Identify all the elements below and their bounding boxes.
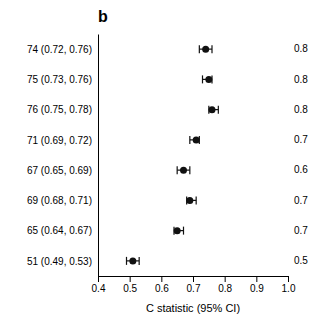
x-tick-mark [225, 276, 226, 282]
row [127, 257, 140, 265]
y-tick-label: 51 (0.49, 0.53) [27, 256, 92, 267]
error-cap-low [189, 136, 190, 144]
error-cap-low [199, 45, 200, 53]
x-tick: 0.8 [218, 276, 232, 294]
x-axis-line [99, 277, 289, 283]
row [186, 196, 196, 204]
row [174, 227, 184, 235]
error-cap-high [196, 196, 197, 204]
y-tick: 71 (0.69, 0.72) [27, 135, 98, 146]
right-label: 0.6 [294, 164, 308, 175]
title: b [98, 8, 108, 25]
y-tick-label: 67 (0.65, 0.69) [27, 165, 92, 176]
x-tick: 0.6 [155, 276, 169, 294]
right-label: 0.8 [294, 43, 308, 54]
x-axis-title: C statistic (95% CI) [146, 302, 240, 314]
y-tick-label: 71 (0.69, 0.72) [27, 135, 92, 146]
row [190, 136, 200, 144]
point [209, 106, 216, 113]
y-tick: 51 (0.49, 0.53) [27, 256, 98, 267]
y-tick-label: 65 (0.64, 0.67) [27, 225, 92, 236]
y-tick-label: 74 (0.72, 0.76) [27, 44, 92, 55]
error-cap-high [211, 45, 212, 53]
y-tick-label: 76 (0.75, 0.78) [27, 104, 92, 115]
x-tick-mark [98, 276, 99, 282]
y-axis-line [98, 35, 99, 277]
marks [127, 45, 219, 265]
x-tick: 0.4 [92, 276, 106, 294]
error-cap-high [189, 166, 190, 174]
x-tick-label: 0.6 [155, 283, 169, 294]
error-cap-low [202, 75, 203, 83]
point [186, 197, 193, 204]
error-cap-low [126, 257, 127, 265]
point [174, 227, 181, 234]
point [129, 257, 136, 264]
x-tick-label: 0.7 [187, 283, 201, 294]
point [180, 167, 187, 174]
right-label: 0.8 [294, 74, 308, 85]
y-tick: 67 (0.65, 0.69) [27, 165, 98, 176]
y-tick: 65 (0.64, 0.67) [27, 225, 98, 236]
x-tick-mark [193, 276, 194, 282]
right-label: 0.5 [294, 255, 308, 266]
y-tick-label: 69 (0.68, 0.71) [27, 195, 92, 206]
right-label: 0.7 [294, 134, 308, 145]
y-tick-label: 75 (0.73, 0.76) [27, 74, 92, 85]
right-label: 0.7 [294, 195, 308, 206]
x-tick-label: 0.9 [250, 283, 264, 294]
y-tick: 75 (0.73, 0.76) [27, 74, 98, 85]
x-tick-mark [161, 276, 162, 282]
row [203, 75, 213, 83]
y-tick: 76 (0.75, 0.78) [27, 104, 98, 115]
error-cap-low [177, 166, 178, 174]
x-tick-mark [256, 276, 257, 282]
error-cap-high [139, 257, 140, 265]
x-tick: 1.0 [282, 276, 296, 294]
point [205, 76, 212, 83]
x-axis: 0.4 0.5 0.6 0.7 0.8 0.9 1.0 [92, 276, 296, 294]
x-tick: 0.9 [250, 276, 264, 294]
x-tick-label: 0.4 [92, 283, 106, 294]
row [199, 45, 212, 53]
x-tick: 0.7 [187, 276, 201, 294]
x-tick-label: 0.5 [123, 283, 137, 294]
y-axis: 74 (0.72, 0.76) 75 (0.73, 0.76) 76 (0.75, … [27, 35, 99, 277]
x-tick-mark [288, 276, 289, 282]
y-tick: 69 (0.68, 0.71) [27, 195, 98, 206]
x-tick-label: 0.8 [218, 283, 232, 294]
right-label: 0.8 [294, 104, 308, 115]
x-tick-mark [130, 276, 131, 282]
error-cap-high [218, 106, 219, 114]
plot: 0.4 0.5 0.6 0.7 0.8 0.9 1.0 74 (0.72, 0.76) 75 (… [27, 35, 308, 295]
right-label: 0.7 [294, 225, 308, 236]
error-cap-high [183, 227, 184, 235]
x-tick-label: 1.0 [282, 283, 296, 294]
point [193, 136, 200, 143]
right-labels: 0.8 0.8 0.8 0.7 0.6 0.7 0.7 0.5 [294, 43, 308, 266]
row [209, 106, 219, 114]
y-tick: 74 (0.72, 0.76) [27, 44, 98, 55]
chart: 0.4 0.5 0.6 0.7 0.8 0.9 1.0 74 (0.72, 0.76) 75 (… [0, 0, 320, 320]
row [177, 166, 190, 174]
point [202, 46, 209, 53]
x-tick: 0.5 [123, 276, 137, 294]
